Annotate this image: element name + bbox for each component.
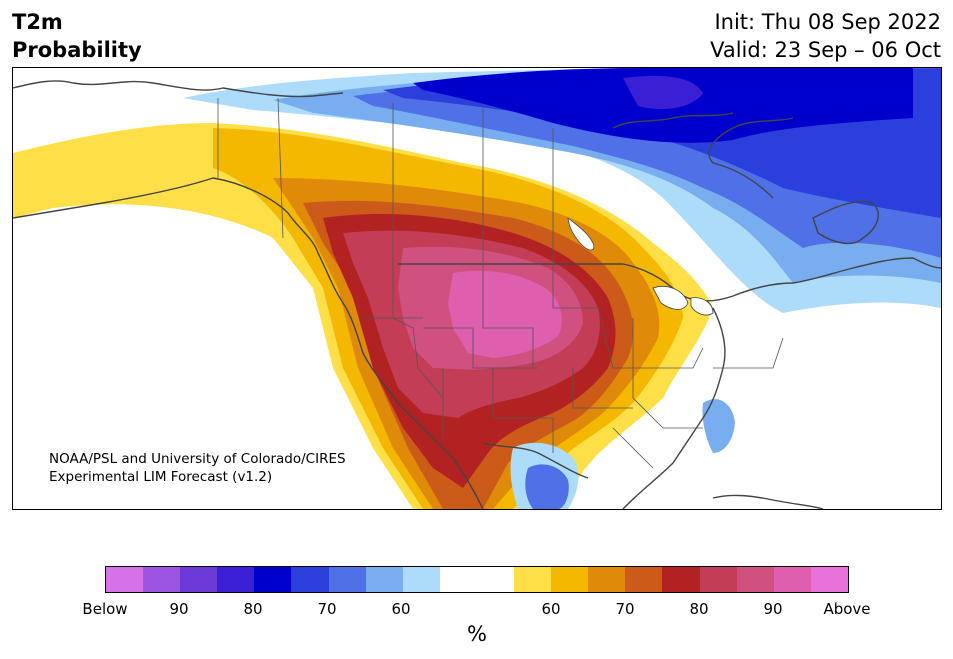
colorbar-segment-1 [143, 567, 181, 592]
colorbar-segment-14 [625, 567, 663, 592]
colorbar-tick-above-90: 90 [763, 600, 783, 618]
probability-map [12, 67, 942, 510]
colorbar-segment-5 [291, 567, 329, 592]
credit-line-2: Experimental LIM Forecast (v1.2) [49, 469, 273, 485]
colorbar-tick-above: Above [823, 600, 871, 618]
colorbar-tick-below-90: 90 [169, 600, 189, 618]
lakes [567, 217, 714, 316]
title-type: Probability [12, 38, 142, 62]
colorbar-segment-13 [588, 567, 626, 592]
colorbar-segment-11 [514, 567, 552, 592]
above-normal-field [13, 123, 713, 509]
colorbar-segment-15 [662, 567, 700, 592]
colorbar-segment-10 [476, 567, 515, 592]
colorbar-segment-2 [180, 567, 218, 592]
colorbar-segment-3 [217, 567, 255, 592]
colorbar-tick-above-80: 80 [689, 600, 709, 618]
colorbar-segment-0 [106, 567, 144, 592]
colorbar-segment-18 [773, 567, 811, 592]
colorbar-tick-below-80: 80 [243, 600, 263, 618]
colorbar-tick-above-70: 70 [615, 600, 635, 618]
init-date: Init: Thu 08 Sep 2022 [714, 10, 941, 34]
state-lines [217, 97, 784, 469]
colorbar-tick-below-70: 70 [317, 600, 337, 618]
colorbar-segment-6 [328, 567, 366, 592]
colorbar-segment-4 [254, 567, 292, 592]
title-variable: T2m [12, 10, 63, 34]
colorbar-segment-12 [551, 567, 589, 592]
colorbar-segment-16 [699, 567, 737, 592]
credit-text: NOAA/PSL and University of Colorado/CIRE… [49, 450, 346, 486]
below-normal-field [183, 68, 941, 313]
chart-title: T2m Probability [12, 8, 142, 64]
colorbar-segment-19 [810, 567, 848, 592]
credit-line-1: NOAA/PSL and University of Colorado/CIRE… [49, 451, 346, 467]
colorbar-segment-7 [365, 567, 403, 592]
colorbar-tick-above-60: 60 [541, 600, 561, 618]
colorbar-tick-below-60: 60 [391, 600, 411, 618]
forecast-dates: Init: Thu 08 Sep 2022 Valid: 23 Sep – 06… [710, 8, 941, 64]
colorbar-segment-9 [439, 567, 477, 592]
below-normal-south [510, 399, 735, 509]
colorbar-units: % [467, 622, 487, 646]
colorbar [105, 566, 849, 593]
colorbar-segment-8 [402, 567, 440, 592]
colorbar-tick-below: Below [82, 600, 128, 618]
colorbar-segment-17 [736, 567, 774, 592]
valid-dates: Valid: 23 Sep – 06 Oct [710, 38, 941, 62]
map-canvas [13, 68, 941, 509]
